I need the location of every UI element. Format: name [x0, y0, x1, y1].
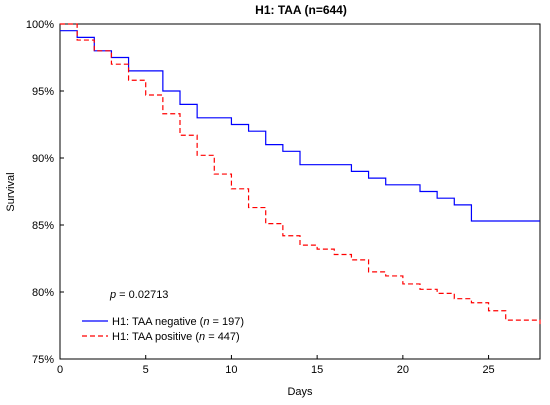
x-axis-label: Days [287, 386, 313, 398]
x-tick-label: 10 [225, 364, 237, 376]
legend-entry-suffix: = 197) [209, 316, 244, 328]
y-axis-label: Survival [5, 172, 17, 211]
axis-ticks: 0 5 10 15 20 25 75% 80% 85% 90% 95% 100% [26, 19, 495, 376]
p-value-annotation: p = 0.02713 [109, 289, 168, 301]
p-value-prefix: p [109, 289, 116, 301]
y-tick-label: 75% [32, 354, 54, 366]
y-tick-label: 80% [32, 287, 54, 299]
series-line-taa-negative [60, 30, 540, 222]
y-tick-label: 90% [32, 153, 54, 165]
y-tick-label: 100% [26, 19, 54, 31]
legend: H1: TAA negative (n = 197)H1: TAA positi… [82, 316, 244, 343]
x-tick-label: 0 [57, 364, 63, 376]
legend-entry-prefix: H1: TAA negative ( [112, 316, 204, 328]
legend-entry: H1: TAA negative (n = 197) [112, 316, 244, 328]
legend-entry-n: n [203, 316, 209, 328]
y-tick-label: 85% [32, 220, 54, 232]
y-tick-label: 95% [32, 86, 54, 98]
x-tick-label: 25 [482, 364, 494, 376]
x-tick-label: 5 [143, 364, 149, 376]
legend-entry-suffix: = 447) [205, 331, 240, 343]
p-value-text: = 0.02713 [116, 289, 168, 301]
plot-frame [59, 23, 541, 360]
x-tick-label: 20 [397, 364, 409, 376]
series-layer [60, 23, 541, 325]
series-line-taa-positive [60, 23, 541, 325]
legend-entry-n: n [199, 331, 205, 343]
legend-entry: H1: TAA positive (n = 447) [112, 331, 240, 343]
x-tick-label: 15 [311, 364, 323, 376]
legend-entry-prefix: H1: TAA positive ( [112, 331, 199, 343]
chart-title: H1: TAA (n=644) [255, 3, 347, 17]
